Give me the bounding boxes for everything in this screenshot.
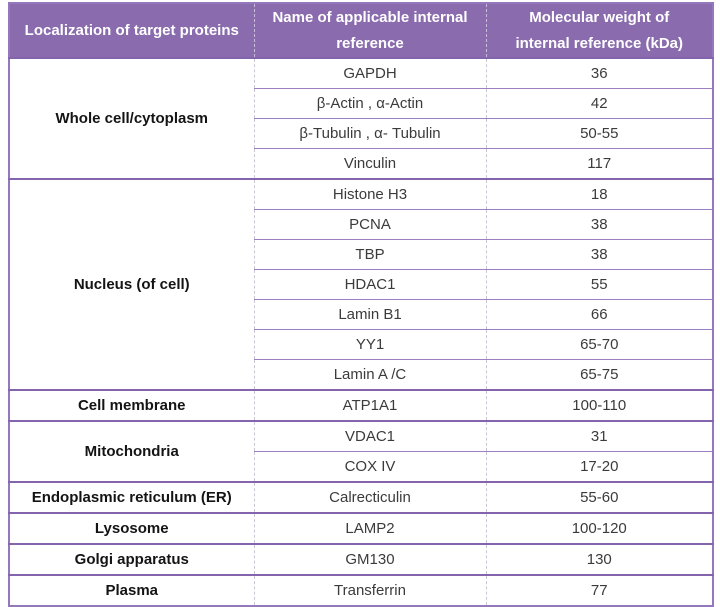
reference-name-cell: GM130 xyxy=(253,543,486,575)
table-row: Nucleus (of cell) Histone H3 18 xyxy=(9,178,713,390)
reference-name-cell: β-Actin , α-Actin xyxy=(253,88,486,119)
table-row: Golgi apparatus GM130 130 xyxy=(9,543,713,575)
table-row: Plasma Transferrin 77 xyxy=(9,574,713,606)
header-molecular-weight: Molecular weight of internal reference (… xyxy=(485,3,713,58)
localization-cell: Golgi apparatus xyxy=(9,543,254,575)
header-row: Localization of target proteins Name of … xyxy=(9,3,713,58)
reference-name-cell: Lamin B1 xyxy=(253,299,486,330)
reference-name-cell: PCNA xyxy=(253,209,486,240)
table-row: Vinculin 117 xyxy=(9,148,713,179)
molecular-weight-cell: 66 xyxy=(485,299,713,330)
molecular-weight-cell: 117 xyxy=(485,148,713,179)
reference-name-cell: LAMP2 xyxy=(253,512,486,544)
molecular-weight-cell: 55 xyxy=(485,269,713,300)
molecular-weight-cell: 18 xyxy=(485,178,713,210)
localization-cell: Cell membrane xyxy=(9,389,254,421)
table-row: HDAC1 55 xyxy=(9,269,713,300)
reference-name-cell: β-Tubulin , α- Tubulin xyxy=(253,118,486,149)
molecular-weight-cell: 50-55 xyxy=(485,118,713,149)
reference-name-cell: Vinculin xyxy=(253,148,486,179)
localization-cell: Endoplasmic reticulum (ER) xyxy=(9,481,254,513)
table-row: Lysosome LAMP2 100-120 xyxy=(9,512,713,544)
reference-name-cell: HDAC1 xyxy=(253,269,486,300)
molecular-weight-cell: 36 xyxy=(485,57,713,89)
table-row: Lamin A /C 65-75 xyxy=(9,359,713,390)
page: Localization of target proteins Name of … xyxy=(8,2,714,607)
molecular-weight-cell: 42 xyxy=(485,88,713,119)
table-row: β-Tubulin , α- Tubulin 50-55 xyxy=(9,118,713,149)
localization-cell: Whole cell/cytoplasm xyxy=(9,57,254,179)
table-row: TBP 38 xyxy=(9,239,713,270)
molecular-weight-cell: 100-120 xyxy=(485,512,713,544)
table-row: β-Actin , α-Actin 42 xyxy=(9,88,713,119)
reference-name-cell: Transferrin xyxy=(253,574,486,606)
reference-name-cell: VDAC1 xyxy=(253,420,486,452)
reference-name-cell: YY1 xyxy=(253,329,486,360)
table-row: COX IV 17-20 xyxy=(9,451,713,482)
localization-cell: Mitochondria xyxy=(9,420,254,482)
molecular-weight-cell: 65-70 xyxy=(485,329,713,360)
table-row: PCNA 38 xyxy=(9,209,713,240)
table-row: Endoplasmic reticulum (ER) Calrecticulin 5… xyxy=(9,481,713,513)
molecular-weight-cell: 77 xyxy=(485,574,713,606)
molecular-weight-cell: 130 xyxy=(485,543,713,575)
localization-cell: Plasma xyxy=(9,574,254,606)
molecular-weight-cell: 38 xyxy=(485,209,713,240)
reference-name-cell: Histone H3 xyxy=(253,178,486,210)
molecular-weight-cell: 17-20 xyxy=(485,451,713,482)
internal-reference-table: Localization of target proteins Name of … xyxy=(8,2,714,607)
table-row: Mitochondria VDAC1 31 xyxy=(9,420,713,482)
table-row: YY1 65-70 xyxy=(9,329,713,360)
molecular-weight-cell: 100-110 xyxy=(485,389,713,421)
reference-name-cell: COX IV xyxy=(253,451,486,482)
molecular-weight-cell: 38 xyxy=(485,239,713,270)
reference-name-cell: TBP xyxy=(253,239,486,270)
localization-cell: Lysosome xyxy=(9,512,254,544)
reference-name-cell: GAPDH xyxy=(253,57,486,89)
table-row: Whole cell/cytoplasm GAPDH 36 xyxy=(9,57,713,179)
table-body: Whole cell/cytoplasm GAPDH 36 β-Actin , α-A… xyxy=(9,57,713,606)
table-row: Lamin B1 66 xyxy=(9,299,713,330)
molecular-weight-cell: 55-60 xyxy=(485,481,713,513)
molecular-weight-cell: 31 xyxy=(485,420,713,452)
localization-cell: Nucleus (of cell) xyxy=(9,178,254,390)
reference-name-cell: ATP1A1 xyxy=(253,389,486,421)
header-localization: Localization of target proteins xyxy=(9,3,254,58)
molecular-weight-cell: 65-75 xyxy=(485,359,713,390)
reference-name-cell: Calrecticulin xyxy=(253,481,486,513)
reference-name-cell: Lamin A /C xyxy=(253,359,486,390)
table-header: Localization of target proteins Name of … xyxy=(9,3,713,58)
header-internal-reference: Name of applicable internal reference xyxy=(253,3,486,58)
table-row: Cell membrane ATP1A1 100-110 xyxy=(9,389,713,421)
